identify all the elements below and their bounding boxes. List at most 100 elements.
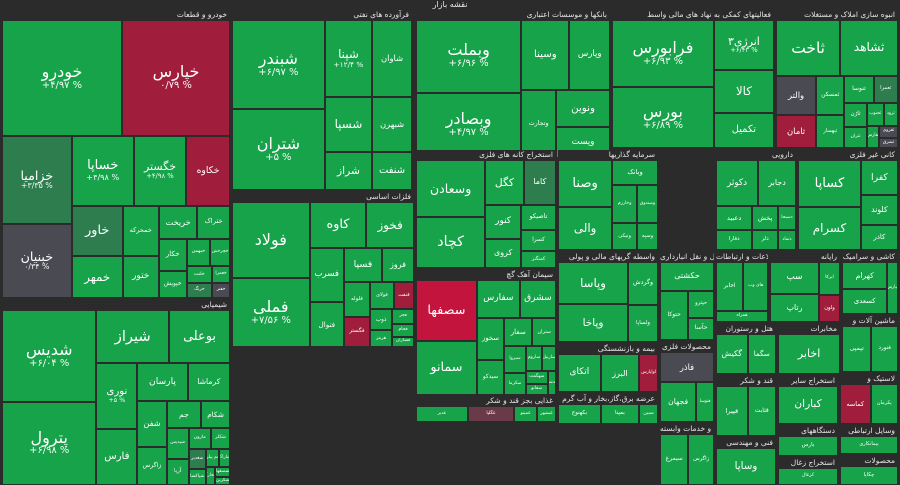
stock-tile[interactable]: فملی +۷/۵۶ %	[232, 278, 310, 347]
stock-tile[interactable]: ختور	[122, 255, 159, 298]
stock-tile[interactable]: کمنگنز	[521, 250, 556, 268]
stock-tile[interactable]: جم	[166, 400, 202, 429]
stock-tile[interactable]: کسعدی	[842, 289, 888, 314]
stock-tile[interactable]: قثابت	[747, 386, 776, 436]
stock-tile[interactable]: کپارس	[887, 262, 898, 314]
stock-tile[interactable]: سمانو	[416, 340, 477, 395]
stock-tile[interactable]: هرمز	[369, 329, 393, 347]
stock-tile[interactable]: فجام	[392, 324, 414, 337]
stock-tile[interactable]: خچرخش	[210, 238, 230, 266]
stock-tile[interactable]: شپدیس	[166, 428, 189, 460]
stock-tile[interactable]: وسپه	[637, 223, 658, 250]
stock-tile[interactable]: بمپنا	[600, 404, 640, 424]
stock-tile[interactable]: شخارک	[205, 467, 216, 485]
stock-tile[interactable]: ساربیل	[542, 346, 556, 372]
stock-tile[interactable]: حآسا	[688, 317, 714, 340]
stock-tile[interactable]: سفار	[504, 317, 533, 347]
stock-tile[interactable]: کچاد	[416, 216, 486, 268]
stock-tile[interactable]: بکهنوج	[558, 404, 601, 424]
stock-tile[interactable]: شراز	[324, 151, 373, 190]
stock-tile[interactable]: ولون	[819, 294, 840, 322]
stock-tile[interactable]: ونوین	[556, 89, 610, 127]
stock-tile[interactable]: سخوز	[476, 317, 505, 360]
stock-tile[interactable]: ساروم	[525, 346, 543, 372]
stock-tile[interactable]: ثقزوی	[879, 125, 898, 138]
stock-tile[interactable]: ثاخت	[776, 20, 841, 76]
stock-tile[interactable]: وگردش	[628, 262, 658, 306]
stock-tile[interactable]: شفن	[137, 400, 167, 447]
stock-tile[interactable]: همراه	[716, 310, 768, 322]
stock-tile[interactable]: گکیش	[716, 334, 748, 374]
stock-tile[interactable]: کسرا	[521, 229, 556, 251]
stock-tile[interactable]: وسعادن	[416, 160, 486, 217]
stock-tile[interactable]: خرنگ	[186, 283, 213, 298]
stock-tile[interactable]: های وب	[743, 262, 768, 311]
stock-tile[interactable]: شپاکسا	[188, 468, 206, 485]
stock-tile[interactable]: شیراز	[96, 310, 170, 363]
stock-tile[interactable]: وساپا	[716, 448, 776, 485]
stock-tile[interactable]: فلوله	[343, 282, 370, 318]
stock-tile[interactable]: کساپا	[798, 160, 861, 208]
stock-tile[interactable]: وصنا	[558, 160, 613, 208]
stock-tile[interactable]: فرابورس +۶/۹۳ %	[612, 20, 714, 88]
stock-tile[interactable]: خمحرکه	[122, 205, 159, 256]
stock-tile[interactable]: زاگرس	[137, 446, 167, 485]
stock-tile[interactable]: والتر	[776, 75, 817, 115]
stock-tile[interactable]: خساپا +۴/۹۸ %	[71, 135, 134, 206]
stock-tile[interactable]: وپارس	[569, 20, 610, 90]
stock-tile[interactable]: غمینو	[514, 406, 537, 422]
stock-tile[interactable]: کهرام	[842, 262, 888, 290]
stock-tile[interactable]: کلوند	[860, 195, 898, 226]
stock-tile[interactable]: کباران	[778, 386, 838, 424]
stock-tile[interactable]: کرماشا	[187, 362, 230, 401]
stock-tile[interactable]: دجابر	[758, 160, 796, 207]
stock-tile[interactable]: زاگرس	[688, 434, 714, 485]
stock-tile[interactable]: دکوثر	[716, 160, 759, 207]
stock-tile[interactable]: تکمیل	[713, 112, 774, 148]
stock-tile[interactable]: فگستر	[343, 317, 370, 347]
stock-tile[interactable]: کالا	[713, 70, 774, 113]
stock-tile[interactable]: ثتران	[844, 127, 867, 148]
stock-tile[interactable]: کاوه	[309, 202, 367, 249]
stock-tile[interactable]: شغدیر	[188, 449, 206, 469]
stock-tile[interactable]: ثشاهد	[840, 20, 898, 76]
stock-tile[interactable]: کفرا	[860, 160, 898, 196]
stock-tile[interactable]: خریخت	[158, 205, 198, 239]
stock-tile[interactable]: ثفارس	[866, 125, 880, 148]
stock-tile[interactable]: البرز	[600, 354, 640, 392]
stock-tile[interactable]: فنوال	[309, 301, 344, 347]
stock-tile[interactable]: وپاسا	[558, 262, 629, 305]
stock-tile[interactable]: کنور	[485, 205, 522, 240]
stock-tile[interactable]: شکربن	[215, 476, 230, 485]
stock-tile[interactable]: فسرب	[309, 248, 344, 302]
stock-tile[interactable]: فنفت	[393, 282, 414, 310]
stock-tile[interactable]: سدشت	[547, 371, 556, 395]
stock-tile[interactable]: ثنوسا	[844, 75, 874, 103]
stock-tile[interactable]: سگما	[747, 334, 776, 374]
stock-tile[interactable]: شنفت	[372, 151, 412, 190]
stock-tile[interactable]: شاراک	[218, 449, 230, 468]
stock-tile[interactable]: سیمرغ	[660, 434, 689, 485]
stock-tile[interactable]: سشرق	[519, 280, 556, 318]
stock-tile[interactable]: فجهان	[660, 381, 697, 422]
stock-tile[interactable]: خزامیا +۳/۳۵ %	[2, 135, 72, 224]
stock-tile[interactable]: انرژی۳ +۶/۴۳ %	[713, 20, 774, 71]
stock-tile[interactable]: تاصیکو	[521, 205, 556, 230]
stock-tile[interactable]: غگلپا	[467, 406, 515, 422]
stock-tile[interactable]: کزغال	[778, 468, 838, 485]
stock-tile[interactable]: سفانو	[525, 384, 548, 395]
stock-tile[interactable]: خپویش	[158, 270, 187, 298]
stock-tile[interactable]: شبهرن	[372, 97, 412, 152]
stock-tile[interactable]: دعبید	[716, 206, 753, 231]
stock-tile[interactable]: خگستر +۴/۹۸ %	[133, 135, 187, 206]
stock-tile[interactable]: فروز	[382, 248, 414, 283]
stock-tile[interactable]: سکرما	[504, 372, 526, 395]
stock-tile[interactable]: خفنر	[212, 283, 230, 298]
stock-tile[interactable]: ثرود	[883, 102, 898, 126]
stock-tile[interactable]: ثشرق	[879, 137, 898, 148]
stock-tile[interactable]: سپ	[770, 262, 820, 294]
stock-tile[interactable]: پیمانکاری	[840, 436, 898, 454]
stock-tile[interactable]: شکام	[201, 400, 230, 429]
stock-tile[interactable]: وپاخا	[558, 304, 629, 342]
stock-tile[interactable]: بورس +۶/۸۹ %	[612, 87, 714, 148]
